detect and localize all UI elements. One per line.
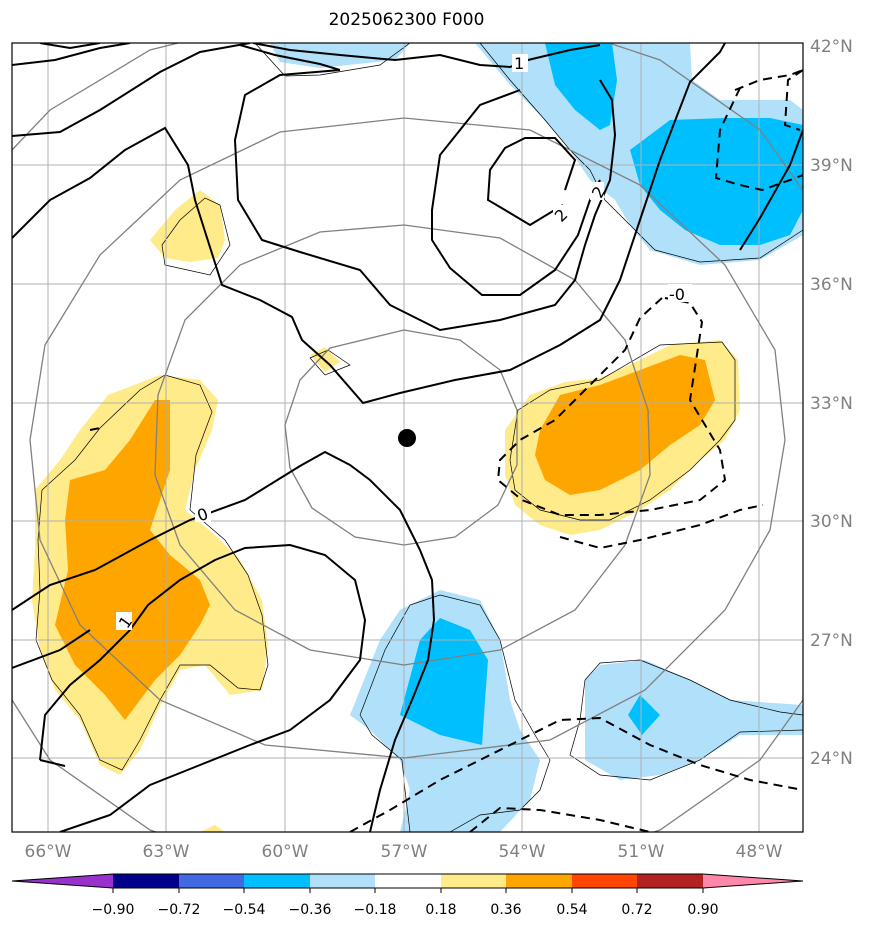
colorbar-tick-label: 0.54 <box>556 902 587 918</box>
contour-label-neg0: -0 <box>669 285 685 304</box>
colorbar-bin-6 <box>441 874 506 888</box>
colorbar-bin-7 <box>506 874 572 888</box>
colorbar-tick-label: 0.72 <box>621 902 652 918</box>
colorbar-tick-label: −0.18 <box>354 902 397 918</box>
colorbar-tick-label: −0.54 <box>223 902 266 918</box>
colorbar-bin-3 <box>244 874 310 888</box>
colorbar: −0.90 −0.72 −0.54 −0.36 −0.18 0.18 0.36 … <box>11 873 804 918</box>
range-rings <box>12 43 803 832</box>
lon-label-57w: 57°W <box>381 842 428 862</box>
colorbar-tick-label: 0.36 <box>490 902 521 918</box>
colorbar-extend-min <box>12 874 113 888</box>
graticule <box>12 43 803 832</box>
colorbar-bin-8 <box>572 874 637 888</box>
lon-label-66w: 66°W <box>25 842 72 862</box>
colorbar-tick-label: 0.18 <box>425 902 456 918</box>
contour-label-1-north: 1 <box>514 54 524 73</box>
lat-label-36n: 36°N <box>810 275 853 295</box>
lon-label-60w: 60°W <box>262 842 309 862</box>
lon-label-48w: 48°W <box>736 842 783 862</box>
latitude-labels: 42°N 39°N 36°N 33°N 30°N 27°N 24°N <box>810 37 853 769</box>
dashed-contours <box>89 69 803 832</box>
map-frame <box>11 42 804 833</box>
lon-label-63w: 63°W <box>143 842 190 862</box>
colorbar-bin-2 <box>179 874 244 888</box>
colorbar-bin-1 <box>113 874 179 888</box>
lat-label-24n: 24°N <box>810 749 853 769</box>
colorbar-tick-label: −0.72 <box>158 902 201 918</box>
lat-label-30n: 30°N <box>810 512 853 532</box>
lat-label-33n: 33°N <box>810 394 853 414</box>
shading-negative-strong <box>400 43 803 745</box>
colorbar-bin-5 <box>375 874 441 888</box>
lat-label-27n: 27°N <box>810 631 853 651</box>
lon-label-51w: 51°W <box>618 842 665 862</box>
solid-contours <box>12 43 803 832</box>
contour-labels: 1 2 2 -0 0 1 <box>115 54 692 632</box>
storm-center-marker <box>398 429 416 447</box>
lat-label-39n: 39°N <box>810 156 853 176</box>
longitude-labels: 66°W 63°W 60°W 57°W 54°W 51°W 48°W <box>25 842 783 862</box>
colorbar-tick-label: 0.90 <box>687 902 718 918</box>
map-plot-area: 1 2 2 -0 0 1 <box>12 43 803 832</box>
lat-label-42n: 42°N <box>810 37 853 57</box>
lon-label-54w: 54°W <box>499 842 546 862</box>
colorbar-bin-9 <box>637 874 703 888</box>
colorbar-tick-label: −0.36 <box>289 902 332 918</box>
colorbar-bin-4 <box>310 874 375 888</box>
colorbar-tick-label: −0.90 <box>92 902 135 918</box>
colorbar-extend-max <box>703 874 803 888</box>
map-title: 2025062300 F000 <box>328 10 485 30</box>
